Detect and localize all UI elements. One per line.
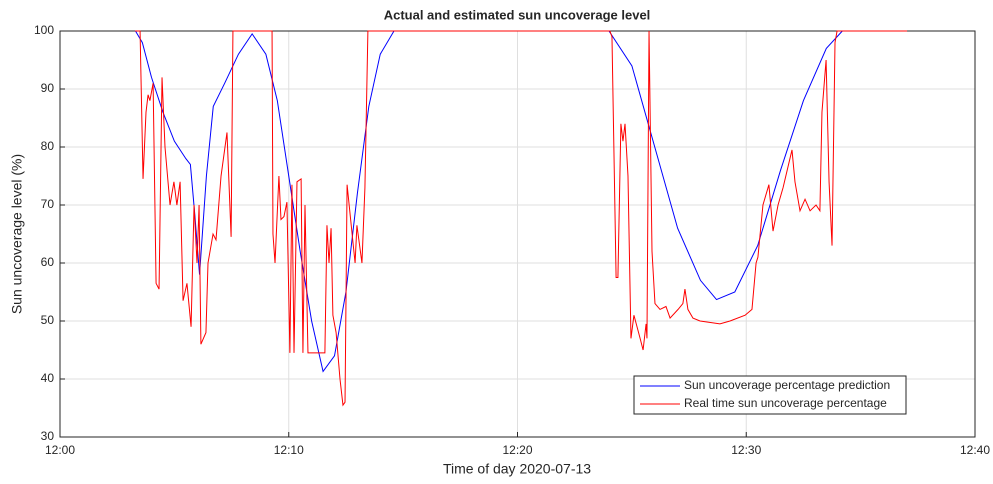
chart-title: Actual and estimated sun uncoverage leve… bbox=[384, 7, 651, 22]
y-tick-label: 70 bbox=[41, 197, 55, 211]
y-tick-label: 80 bbox=[41, 139, 55, 153]
y-tick-label: 40 bbox=[41, 371, 55, 385]
x-tick-label: 12:10 bbox=[274, 443, 304, 457]
y-tick-label: 50 bbox=[41, 313, 55, 327]
data-line bbox=[135, 30, 908, 407]
x-tick-label: 12:40 bbox=[960, 443, 990, 457]
x-axis-label: Time of day 2020-07-13 bbox=[443, 461, 591, 477]
legend-label: Real time sun uncoverage percentage bbox=[684, 396, 887, 410]
legend-box bbox=[633, 375, 907, 415]
y-tick-label: 100 bbox=[34, 23, 54, 37]
y-tick-label: 90 bbox=[41, 81, 55, 95]
y-axis-label: Sun uncoverage level (%) bbox=[9, 154, 25, 314]
y-tick-label: 30 bbox=[41, 429, 55, 443]
data-line bbox=[135, 30, 843, 373]
x-tick-label: 12:00 bbox=[45, 443, 75, 457]
legend-label: Sun uncoverage percentage prediction bbox=[684, 378, 890, 392]
y-tick-label: 60 bbox=[41, 255, 55, 269]
x-tick-label: 12:20 bbox=[502, 443, 532, 457]
x-tick-label: 12:30 bbox=[731, 443, 761, 457]
